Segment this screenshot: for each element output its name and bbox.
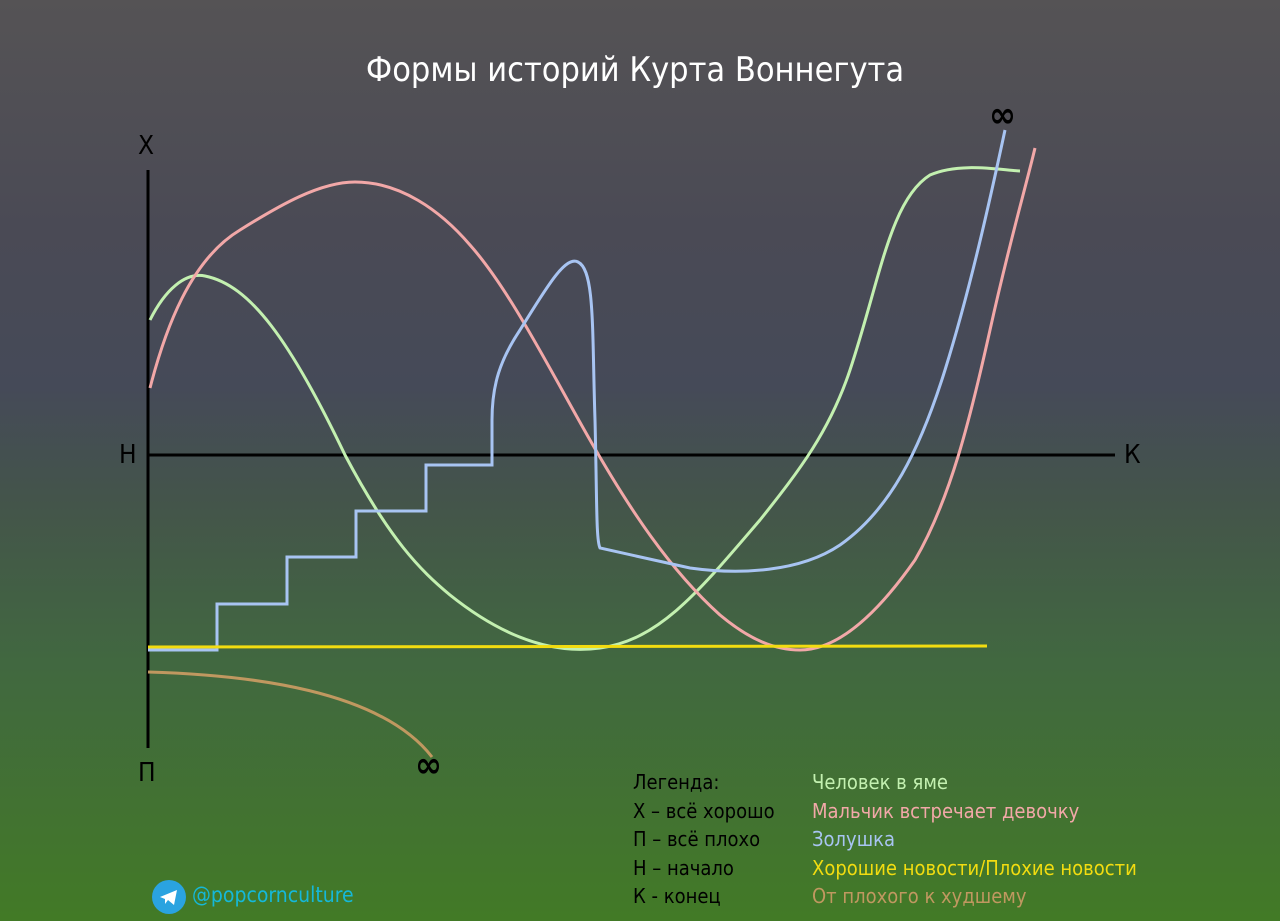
legend-series: Человек в яме Мальчик встречает девочку … [812,768,1137,911]
legend-good-bad-news: Хорошие новости/Плохие новости [812,855,1137,880]
legend-heading: Легенда: [633,770,720,794]
legend-bad-to-worse: От плохого к худшему [812,884,1027,908]
axis-label-end: К [1124,440,1141,470]
axis-label-good: Х [138,131,155,161]
legend-man-in-hole: Человек в яме [812,770,948,794]
curve-from-bad-to-worse [147,670,434,758]
legend-key: Н – начало [633,855,734,880]
legend-key: П – всё плохо [633,827,761,851]
axis-label-bad: П [138,758,156,788]
telegram-icon [152,880,186,914]
legend-boy-meets-girl: Мальчик встречает девочку [812,798,1080,823]
curve-boy-meets-girl [148,147,1037,652]
line-good-news-bad-news [147,644,988,649]
infinity-symbol-top: ∞ [989,95,1016,136]
legend-key: К - конец [633,884,721,908]
curve-man-in-hole [148,166,1021,651]
legend-key: Х – всё хорошо [633,798,775,823]
page-title: Формы историй Курта Воннегута [365,50,905,90]
curve-cinderella [148,129,1007,652]
axis-label-beginning: Н [119,440,137,470]
legend-cinderella: Золушка [812,827,896,851]
legend-keys: Легенда: Х – всё хорошо П – всё плохо Н … [633,768,775,911]
telegram-handle[interactable]: @popcornculture [192,883,354,907]
infinity-symbol-bottom: ∞ [415,745,442,786]
